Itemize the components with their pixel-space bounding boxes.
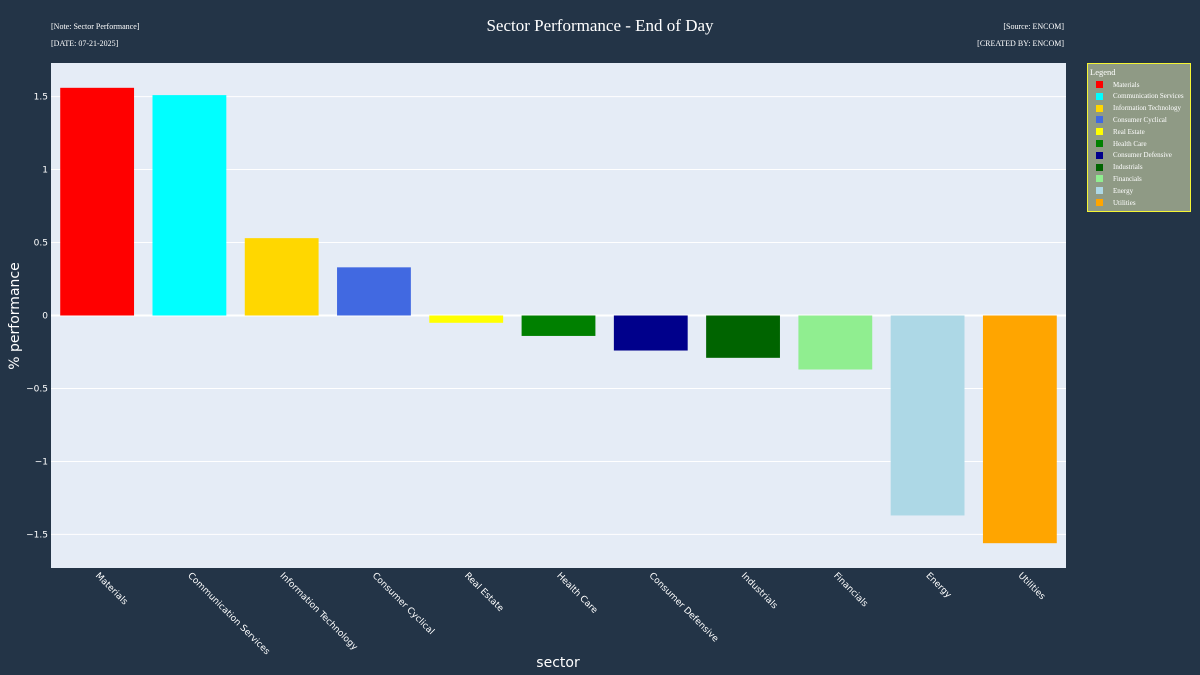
legend-item[interactable]: Financials xyxy=(1096,173,1142,184)
y-tick-labels: 1.5 1 0.5 0 −0.5 −1 −1.5 xyxy=(26,93,48,541)
legend-item[interactable]: Materials xyxy=(1096,79,1139,90)
x-tick-label: Materials xyxy=(93,571,129,607)
legend-swatch xyxy=(1096,175,1103,183)
legend-swatch xyxy=(1096,92,1103,100)
bar-industrials xyxy=(706,315,780,358)
legend-swatch xyxy=(1096,163,1103,171)
legend-item[interactable]: Information Technology xyxy=(1096,103,1181,114)
legend-label: Energy xyxy=(1113,186,1134,195)
legend-swatch xyxy=(1096,104,1103,112)
y-tick-label: −1 xyxy=(35,457,48,467)
y-tick-label: −0.5 xyxy=(26,384,48,394)
bar-consumer-cyclical xyxy=(337,267,411,316)
y-tick-label: 0.5 xyxy=(34,239,48,249)
legend-title: Legend xyxy=(1090,67,1116,77)
legend-item[interactable]: Communication Services xyxy=(1096,91,1184,102)
x-tick-label: Communication Services xyxy=(185,571,271,657)
legend-label: Health Care xyxy=(1113,139,1147,148)
bar-real-estate xyxy=(429,315,504,323)
legend-label: Communication Services xyxy=(1113,92,1184,101)
legend-swatch xyxy=(1096,128,1103,136)
legend-label: Information Technology xyxy=(1113,104,1182,113)
note-date: [DATE: 07-21-2025] xyxy=(51,39,119,48)
legend-item[interactable]: Energy xyxy=(1096,185,1133,196)
legend-label: Industrials xyxy=(1113,163,1143,172)
y-axis-title: % performance xyxy=(7,262,23,369)
bar-energy xyxy=(890,315,965,516)
legend-item[interactable]: Consumer Defensive xyxy=(1096,150,1172,161)
x-axis-title: sector xyxy=(536,655,580,671)
bar-communication-services xyxy=(152,95,227,316)
chart-title: Sector Performance - End of Day xyxy=(486,16,714,35)
legend-label: Consumer Defensive xyxy=(1113,151,1172,160)
x-tick-label: Consumer Defensive xyxy=(647,571,721,645)
note-sector-performance: [Note: Sector Performance] xyxy=(51,22,140,31)
legend-label: Consumer Cyclical xyxy=(1113,115,1167,124)
legend-swatch xyxy=(1096,199,1103,206)
x-tick-label: Industrials xyxy=(739,571,779,611)
legend-label: Real Estate xyxy=(1113,127,1145,136)
x-tick-label: Utilities xyxy=(1016,571,1047,602)
legend-item[interactable]: Utilities xyxy=(1096,197,1136,208)
y-tick-label: 0 xyxy=(42,312,48,322)
legend-label: Financials xyxy=(1113,174,1142,183)
x-tick-label: Health Care xyxy=(554,571,599,616)
bar-health-care xyxy=(521,315,596,336)
legend-item[interactable]: Industrials xyxy=(1096,162,1143,173)
legend-item[interactable]: Consumer Cyclical xyxy=(1096,114,1167,125)
x-tick-label: Consumer Cyclical xyxy=(370,571,436,637)
y-tick-label: −1.5 xyxy=(26,530,48,540)
bar-financials xyxy=(798,315,873,370)
y-tick-label: 1.5 xyxy=(34,93,48,103)
x-tick-label: Real Estate xyxy=(462,571,505,614)
x-tick-label: Energy xyxy=(923,571,953,601)
bar-information-technology xyxy=(244,238,319,316)
legend-label: Utilities xyxy=(1113,198,1136,207)
legend-swatch xyxy=(1096,81,1103,88)
legend: Legend Materials Communication Services In… xyxy=(1087,63,1191,212)
legend-swatch xyxy=(1096,140,1103,147)
legend-swatch xyxy=(1096,187,1103,195)
bar-materials xyxy=(60,87,135,316)
x-tick-label: Financials xyxy=(831,571,869,609)
bars xyxy=(60,87,1057,544)
legend-label: Materials xyxy=(1113,80,1140,89)
y-tick-label: 1 xyxy=(42,166,48,176)
legend-swatch xyxy=(1096,151,1103,159)
note-created-by: [CREATED BY: ENCOM] xyxy=(977,39,1064,48)
x-tick-labels: Materials Communication Services Informati… xyxy=(93,571,1047,657)
bar-utilities xyxy=(982,315,1057,544)
bar-consumer-defensive xyxy=(613,315,688,351)
legend-item[interactable]: Health Care xyxy=(1096,138,1147,149)
legend-swatch xyxy=(1096,116,1103,124)
x-tick-label: Information Technology xyxy=(278,571,360,653)
note-source: [Source: ENCOM] xyxy=(1003,22,1064,31)
legend-item[interactable]: Real Estate xyxy=(1096,126,1145,137)
